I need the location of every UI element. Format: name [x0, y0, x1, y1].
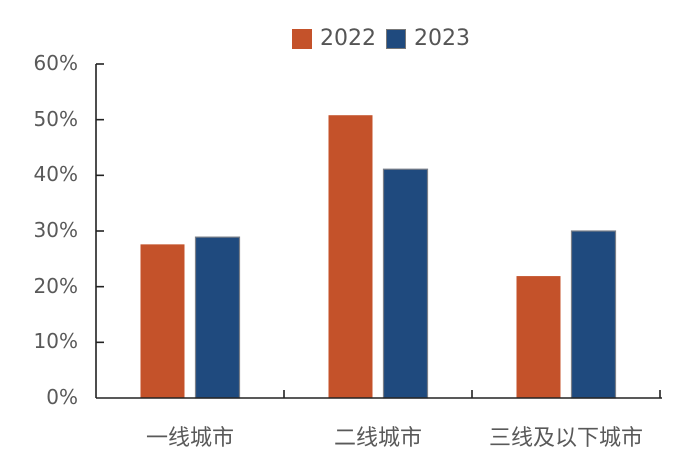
bar-2022-2 — [516, 276, 561, 398]
legend-label-2023: 2023 — [414, 26, 470, 51]
y-tick-label: 20% — [33, 273, 78, 298]
chart-legend: 2022 2023 — [292, 26, 470, 51]
y-tick-label: 50% — [33, 106, 78, 131]
bar-2023-1 — [382, 168, 429, 399]
legend-label-2022: 2022 — [320, 26, 376, 51]
bar-2023-2 — [570, 230, 617, 399]
y-tick-label: 0% — [46, 385, 78, 409]
x-category-label: 二线城市 — [333, 426, 422, 451]
y-tick-label: 10% — [33, 329, 78, 354]
y-tick-label: 60% — [33, 51, 78, 75]
y-tick-label: 30% — [33, 218, 78, 242]
legend-item-2022: 2022 — [292, 26, 376, 51]
x-category-label: 三线及以下城市 — [488, 426, 643, 451]
legend-swatch-2023 — [386, 28, 406, 49]
legend-item-2023: 2023 — [386, 26, 470, 51]
legend-swatch-2022 — [292, 28, 312, 49]
bar-2022-1 — [328, 115, 373, 399]
x-category-label: 一线城市 — [145, 426, 234, 451]
bar-2022-0 — [140, 244, 185, 398]
bar-2023-0 — [194, 236, 241, 399]
y-tick-label: 40% — [33, 162, 78, 187]
